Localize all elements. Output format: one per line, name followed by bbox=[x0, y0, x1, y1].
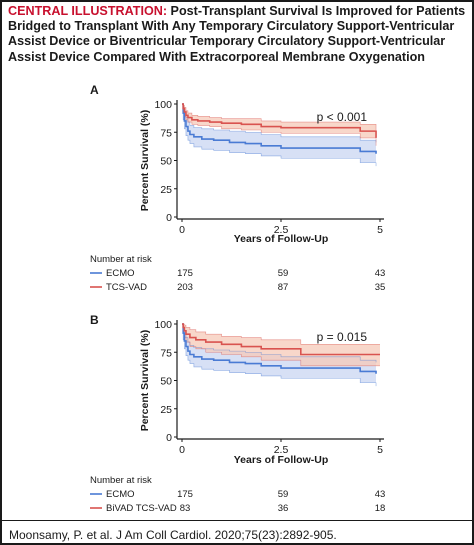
risk-count: 59 bbox=[278, 489, 289, 500]
y-tick-label: 50 bbox=[160, 156, 172, 168]
x-tick-label: 5 bbox=[377, 224, 383, 236]
illustration-tag: CENTRAL ILLUSTRATION: bbox=[8, 4, 168, 18]
risk-count: 175 bbox=[177, 489, 193, 500]
citation: Moonsamy, P. et al. J Am Coll Cardiol. 2… bbox=[9, 528, 337, 542]
illustration-title: Post-Transplant Survival Is Improved for… bbox=[8, 4, 466, 64]
y-tick-label: 100 bbox=[154, 99, 172, 111]
risk-row-label: ECMO bbox=[106, 268, 135, 279]
x-axis-label: Years of Follow-Up bbox=[234, 454, 329, 466]
x-tick-label: 2.5 bbox=[274, 224, 289, 236]
panel-a-chart: A 0 25 50 75 100 0 2.5 5 Percent Survival (%) Year… bbox=[90, 83, 386, 293]
risk-count: 18 bbox=[375, 503, 386, 514]
band-edge bbox=[182, 103, 377, 130]
confidence-band bbox=[182, 104, 376, 146]
risk-count: 87 bbox=[278, 282, 289, 293]
panel-letter: B bbox=[90, 313, 99, 327]
y-tick-label: 50 bbox=[160, 376, 172, 388]
risk-row-label: TCS-VAD bbox=[106, 282, 147, 293]
y-axis-label: Percent Survival (%) bbox=[139, 110, 151, 212]
y-tick-label: 75 bbox=[160, 127, 172, 139]
x-tick-label: 0 bbox=[179, 224, 185, 236]
illustration-header: CENTRAL ILLUSTRATION: Post-Transplant Su… bbox=[8, 4, 470, 65]
risk-count: 175 bbox=[177, 268, 193, 279]
series-line bbox=[182, 103, 377, 154]
x-tick-label: 5 bbox=[377, 444, 383, 456]
risk-count: 36 bbox=[278, 503, 289, 514]
risk-count: 35 bbox=[375, 282, 386, 293]
band-edge bbox=[182, 103, 377, 167]
confidence-band bbox=[182, 104, 376, 167]
risk-table-title: Number at risk bbox=[90, 475, 152, 486]
p-value-annotation: p = 0.015 bbox=[317, 330, 368, 344]
risk-count: 43 bbox=[375, 489, 386, 500]
confidence-band bbox=[182, 324, 380, 366]
y-tick-label: 0 bbox=[166, 432, 172, 444]
y-tick-label: 75 bbox=[160, 347, 172, 359]
x-tick-label: 2.5 bbox=[274, 444, 289, 456]
y-tick-label: 100 bbox=[154, 319, 172, 331]
series-line bbox=[182, 323, 380, 356]
y-tick-label: 0 bbox=[166, 212, 172, 224]
x-axis-label: Years of Follow-Up bbox=[234, 233, 329, 245]
y-tick-label: 25 bbox=[160, 184, 172, 196]
y-tick-label: 25 bbox=[160, 404, 172, 416]
risk-count: 59 bbox=[278, 268, 289, 279]
risk-count: 203 bbox=[177, 282, 193, 293]
panel-letter: A bbox=[90, 83, 99, 97]
series-line bbox=[182, 103, 377, 138]
y-axis-label: Percent Survival (%) bbox=[139, 330, 151, 432]
band-edge bbox=[182, 323, 380, 345]
risk-count: 83 bbox=[180, 503, 191, 514]
footer-divider bbox=[2, 520, 474, 521]
risk-table-title: Number at risk bbox=[90, 254, 152, 265]
risk-count: 43 bbox=[375, 268, 386, 279]
risk-row-label: BiVAD TCS-VAD bbox=[106, 503, 177, 514]
panel-b-chart: B 0 25 50 75 100 0 2.5 5 Percent Survival (%) Year… bbox=[90, 313, 386, 514]
x-tick-label: 0 bbox=[179, 444, 185, 456]
series-line bbox=[182, 323, 377, 374]
risk-row-label: ECMO bbox=[106, 489, 135, 500]
p-value-annotation: p < 0.001 bbox=[317, 110, 368, 124]
band-edge bbox=[182, 323, 377, 387]
